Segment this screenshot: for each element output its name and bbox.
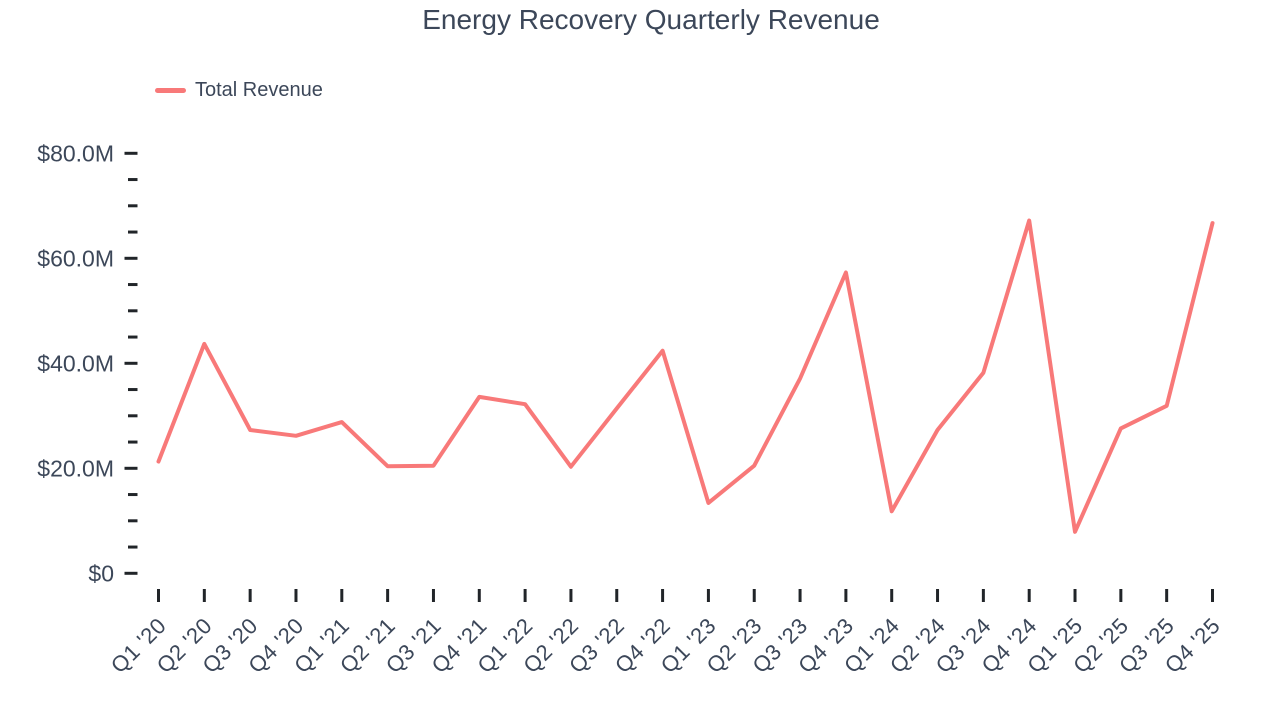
legend-line-swatch <box>155 88 186 93</box>
y-axis-label: $0 <box>88 560 114 586</box>
total-revenue-line <box>156 218 1215 534</box>
y-axis-label: $60.0M <box>37 245 114 271</box>
y-axis-label: $40.0M <box>37 350 114 376</box>
legend: Total Revenue <box>155 79 323 102</box>
legend-label: Total Revenue <box>195 79 323 101</box>
y-axis-label: $20.0M <box>37 455 114 481</box>
y-axis-label: $80.0M <box>37 140 114 166</box>
chart-title: Energy Recovery Quarterly Revenue <box>422 4 880 35</box>
